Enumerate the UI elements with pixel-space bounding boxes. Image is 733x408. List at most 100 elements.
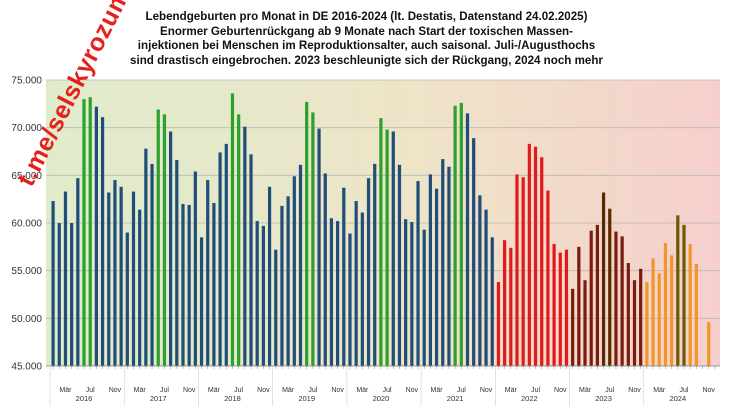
bar-2017-5 xyxy=(150,163,154,366)
bar-2022-12 xyxy=(564,249,569,366)
x-month-label: Jul xyxy=(160,387,169,394)
bar-2024-5 xyxy=(670,255,674,366)
bar-2019-2 xyxy=(280,205,284,366)
x-month-label: Jul xyxy=(383,387,392,394)
bar-2022-10 xyxy=(552,243,556,366)
bar-2023-3 xyxy=(583,280,587,366)
bar-2023-6 xyxy=(601,192,606,366)
bar-2022-8 xyxy=(540,157,544,366)
bar-2023-12 xyxy=(639,268,643,366)
bar-2022-3 xyxy=(509,247,513,366)
bar-2022-2 xyxy=(503,240,507,366)
bar-2017-9 xyxy=(175,160,179,366)
bar-2016-2 xyxy=(57,223,61,366)
bar-2021-4 xyxy=(441,159,445,366)
bar-2018-8 xyxy=(243,126,247,366)
bar-2023-2 xyxy=(577,246,581,366)
y-tick-label: 55.000 xyxy=(11,266,42,277)
bar-2020-8 xyxy=(391,131,395,366)
x-month-label: Nov xyxy=(406,387,419,394)
bar-2016-8 xyxy=(94,106,98,367)
bar-2018-6 xyxy=(230,93,235,366)
x-month-label: Nov xyxy=(331,387,344,394)
x-year-label: 2018 xyxy=(224,394,241,403)
bar-2020-10 xyxy=(404,219,408,366)
title-line-2: Enormer Geburtenrückgang ab 9 Monate nac… xyxy=(160,24,573,38)
x-year-label: 2020 xyxy=(373,394,390,403)
bar-2019-7 xyxy=(311,112,315,366)
x-month-label: Nov xyxy=(702,387,715,394)
x-year-label: 2019 xyxy=(298,394,315,403)
title-line-4: sind drastisch eingebrochen. 2023 beschl… xyxy=(130,53,603,67)
x-month-label: Jul xyxy=(531,387,540,394)
bar-2020-4 xyxy=(366,178,371,366)
bar-2018-2 xyxy=(206,180,210,366)
bar-2022-9 xyxy=(546,190,550,366)
bar-2018-10 xyxy=(255,221,259,366)
x-month-label: Mär xyxy=(59,387,72,394)
bar-2017-1 xyxy=(125,232,129,366)
y-tick-label: 65.000 xyxy=(11,171,42,182)
x-month-label: Mär xyxy=(653,387,666,394)
x-month-label: Nov xyxy=(257,387,270,394)
bar-2021-9 xyxy=(472,138,476,366)
x-month-label: Mär xyxy=(134,387,147,394)
x-month-label: Mär xyxy=(579,387,592,394)
bar-2017-11 xyxy=(187,204,191,366)
x-year-label: 2021 xyxy=(447,394,464,403)
bar-2024-1 xyxy=(645,282,649,366)
bar-2018-5 xyxy=(224,143,228,366)
x-month-label: Nov xyxy=(480,387,493,394)
bar-2018-3 xyxy=(212,202,216,366)
bar-2018-1 xyxy=(199,237,204,366)
bar-2017-6 xyxy=(156,109,160,366)
bar-2017-2 xyxy=(131,191,136,366)
bar-2019-5 xyxy=(298,164,303,366)
bar-2021-7 xyxy=(459,102,463,366)
bar-2021-8 xyxy=(465,113,470,366)
bar-2018-12 xyxy=(267,186,272,366)
bar-2020-2 xyxy=(354,201,358,366)
x-year-label: 2024 xyxy=(669,394,686,403)
bar-2016-4 xyxy=(70,223,74,366)
bar-2016-12 xyxy=(119,186,123,366)
bar-2020-1 xyxy=(348,233,352,366)
x-month-label: Jul xyxy=(457,387,466,394)
bar-2020-3 xyxy=(360,212,364,366)
x-month-label: Jul xyxy=(605,387,614,394)
bar-2019-9 xyxy=(323,173,327,366)
bar-2019-11 xyxy=(336,221,340,366)
bar-2018-11 xyxy=(261,225,265,366)
x-month-label: Nov xyxy=(628,387,641,394)
bar-2016-3 xyxy=(63,191,68,366)
x-month-label: Mär xyxy=(282,387,295,394)
bar-2023-4 xyxy=(589,230,593,366)
x-month-label: Jul xyxy=(680,387,689,394)
bar-2017-8 xyxy=(169,131,173,366)
x-month-label: Nov xyxy=(109,387,122,394)
bar-2022-5 xyxy=(521,177,525,366)
bar-2017-4 xyxy=(144,148,148,366)
x-month-label: Mär xyxy=(356,387,369,394)
x-year-label: 2022 xyxy=(521,394,538,403)
bar-2017-10 xyxy=(181,203,185,366)
x-month-label: Mär xyxy=(208,387,221,394)
x-month-label: Mär xyxy=(431,387,444,394)
bar-2019-8 xyxy=(317,128,321,366)
bar-2016-10 xyxy=(107,192,111,366)
x-month-label: Jul xyxy=(86,387,95,394)
bar-2020-5 xyxy=(373,163,377,366)
bar-2019-4 xyxy=(292,176,296,366)
bar-2024-2 xyxy=(651,258,655,366)
title-line-1: Lebendgeburten pro Monat in DE 2016-2024… xyxy=(145,10,588,23)
bar-2023-1 xyxy=(571,288,575,366)
bar-2019-10 xyxy=(329,218,334,366)
bar-2018-7 xyxy=(237,114,241,366)
bar-2021-5 xyxy=(447,166,451,366)
bar-2020-12 xyxy=(416,181,420,366)
bar-2016-1 xyxy=(51,201,55,366)
bar-2021-1 xyxy=(422,229,426,366)
bar-2016-5 xyxy=(76,178,80,366)
bar-2019-3 xyxy=(286,196,290,366)
bar-2019-12 xyxy=(342,187,346,366)
